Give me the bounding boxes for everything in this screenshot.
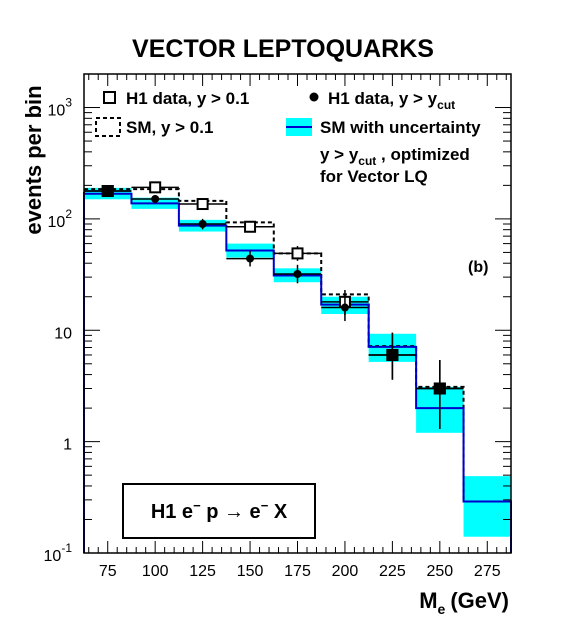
- legend-sm-loose-label: SM, y > 0.1: [126, 118, 213, 137]
- y-tick-label: 10-1: [44, 541, 73, 565]
- reaction-label: H1 e− p → e− X: [151, 498, 288, 523]
- legend-sm-band-optimized: for Vector LQ: [320, 167, 428, 186]
- h1-loose-point: [291, 247, 304, 260]
- chart-title: VECTOR LEPTOQUARKS: [132, 35, 434, 63]
- legend-h1-loose-label: H1 data, y > 0.1: [126, 89, 249, 108]
- h1-loose-point: [244, 220, 257, 233]
- legend-open-square-marker: [103, 91, 116, 104]
- x-tick-label: 200: [332, 563, 359, 580]
- legend-sm-band-label: SM with uncertainty: [320, 118, 481, 137]
- sm-uncertainty-band: [463, 476, 511, 537]
- y-tick-label: 1: [63, 437, 72, 454]
- reaction-box: H1 e− p → e− X: [122, 483, 316, 539]
- h1-coincident-point: [386, 348, 399, 361]
- h1-cut-point: [198, 219, 207, 228]
- legend: H1 data, y > 0.1 H1 data, y > ycut SM, y…: [95, 89, 481, 186]
- x-tick-label: 100: [142, 563, 169, 580]
- x-tick-label: 125: [189, 563, 216, 580]
- legend-sm-band-cut: y > ycut , optimized: [320, 145, 470, 168]
- h1-loose-point: [149, 181, 162, 194]
- x-tick-label: 250: [426, 563, 453, 580]
- h1-coincident-point: [433, 382, 446, 395]
- h1-cut-point: [293, 270, 302, 279]
- y-tick-label: 103: [48, 96, 73, 120]
- x-tick-label: 275: [474, 563, 501, 580]
- y-axis-label: events per bin: [21, 85, 46, 234]
- h1-loose-point: [196, 198, 209, 211]
- x-tick-label: 225: [379, 563, 406, 580]
- h1-coincident-point: [101, 185, 114, 198]
- x-tick-label: 175: [284, 563, 311, 580]
- y-tick-label: 102: [48, 207, 73, 231]
- legend-h1-cut-label: H1 data, y > ycut: [328, 89, 455, 112]
- x-tick-label: 75: [99, 563, 117, 580]
- h1-cut-point: [246, 254, 255, 263]
- x-tick-label: 150: [237, 563, 264, 580]
- h1-cut-point: [340, 303, 349, 312]
- h1-cut-point: [151, 194, 160, 203]
- panel-label: (b): [468, 259, 488, 276]
- x-axis-label: Me (GeV): [419, 588, 509, 617]
- plot-area: 75 100 125 150 175 200 225 250 275 10-1 1 10 102 103: [44, 73, 512, 580]
- legend-filled-circle-marker: [309, 92, 319, 102]
- y-tick-label: 10: [54, 325, 72, 342]
- legend-sm-dashed-box: [95, 117, 121, 137]
